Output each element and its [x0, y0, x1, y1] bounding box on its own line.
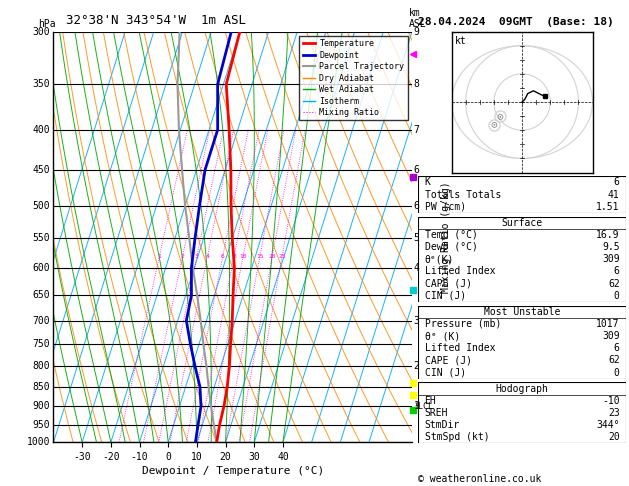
Text: 2: 2	[414, 361, 420, 371]
Text: 28.04.2024  09GMT  (Base: 18): 28.04.2024 09GMT (Base: 18)	[418, 17, 614, 27]
Text: Hodograph: Hodograph	[496, 383, 548, 394]
Text: 550: 550	[32, 233, 50, 243]
Text: 6: 6	[614, 177, 620, 188]
Text: 950: 950	[32, 420, 50, 430]
Text: PW (cm): PW (cm)	[425, 202, 465, 212]
Text: 25: 25	[278, 254, 286, 259]
Text: 62: 62	[608, 278, 620, 289]
Text: Dewp (°C): Dewp (°C)	[425, 242, 477, 252]
Text: ⊙: ⊙	[491, 120, 498, 130]
Text: Lifted Index: Lifted Index	[425, 266, 495, 277]
Text: 20: 20	[608, 432, 620, 442]
Text: θᵉ (K): θᵉ (K)	[425, 331, 460, 341]
Text: SREH: SREH	[425, 408, 448, 418]
Text: 400: 400	[32, 125, 50, 135]
Text: 450: 450	[32, 165, 50, 175]
Text: Most Unstable: Most Unstable	[484, 307, 560, 317]
Text: CIN (J): CIN (J)	[425, 367, 465, 378]
Text: ¹LCL: ¹LCL	[414, 402, 434, 411]
Text: 6: 6	[614, 266, 620, 277]
Text: Totals Totals: Totals Totals	[425, 190, 501, 200]
Text: 1000: 1000	[26, 437, 50, 447]
Text: 4: 4	[206, 254, 209, 259]
Text: 7: 7	[414, 125, 420, 135]
Text: 900: 900	[32, 401, 50, 411]
Text: 16.9: 16.9	[596, 230, 620, 240]
Text: 15: 15	[256, 254, 264, 259]
Text: -10: -10	[602, 396, 620, 406]
Text: CAPE (J): CAPE (J)	[425, 278, 472, 289]
Text: ⊙: ⊙	[496, 111, 503, 121]
Text: CAPE (J): CAPE (J)	[425, 355, 472, 365]
Text: 6: 6	[414, 165, 420, 175]
Text: 23: 23	[608, 408, 620, 418]
Text: 10: 10	[239, 254, 247, 259]
Text: 3: 3	[195, 254, 199, 259]
Text: 1: 1	[414, 401, 420, 411]
Text: 41: 41	[608, 190, 620, 200]
Text: CIN (J): CIN (J)	[425, 291, 465, 301]
Legend: Temperature, Dewpoint, Parcel Trajectory, Dry Adiabat, Wet Adiabat, Isotherm, Mi: Temperature, Dewpoint, Parcel Trajectory…	[299, 36, 408, 121]
Text: 6: 6	[414, 201, 420, 211]
Text: km
ASL: km ASL	[409, 8, 426, 29]
Text: 6: 6	[221, 254, 225, 259]
Text: 2: 2	[181, 254, 184, 259]
Text: 6: 6	[614, 343, 620, 353]
Text: 600: 600	[32, 263, 50, 273]
Text: 1017: 1017	[596, 319, 620, 329]
Text: 500: 500	[32, 201, 50, 211]
Text: 8: 8	[414, 79, 420, 89]
Text: 1: 1	[157, 254, 161, 259]
Text: 9: 9	[414, 27, 420, 36]
Text: 344°: 344°	[596, 420, 620, 430]
X-axis label: Dewpoint / Temperature (°C): Dewpoint / Temperature (°C)	[142, 466, 324, 476]
Text: Surface: Surface	[501, 218, 543, 228]
Text: EH: EH	[425, 396, 437, 406]
Text: 309: 309	[602, 254, 620, 264]
Text: 5: 5	[414, 233, 420, 243]
Text: 350: 350	[32, 79, 50, 89]
Text: 1.51: 1.51	[596, 202, 620, 212]
Text: Temp (°C): Temp (°C)	[425, 230, 477, 240]
Text: StmSpd (kt): StmSpd (kt)	[425, 432, 489, 442]
Text: 4: 4	[414, 263, 420, 273]
Text: 0: 0	[614, 367, 620, 378]
Text: kt: kt	[454, 36, 466, 46]
Text: K: K	[425, 177, 430, 188]
Text: 32°38'N 343°54'W  1m ASL: 32°38'N 343°54'W 1m ASL	[66, 14, 246, 27]
Text: 750: 750	[32, 339, 50, 349]
Text: 62: 62	[608, 355, 620, 365]
Text: 20: 20	[269, 254, 276, 259]
Text: hPa: hPa	[38, 19, 55, 29]
Text: 300: 300	[32, 27, 50, 36]
Text: Lifted Index: Lifted Index	[425, 343, 495, 353]
Text: StmDir: StmDir	[425, 420, 460, 430]
Text: θᵉ(K): θᵉ(K)	[425, 254, 454, 264]
Text: 700: 700	[32, 315, 50, 326]
Text: 800: 800	[32, 361, 50, 371]
Text: Mixing Ratio (g/kg): Mixing Ratio (g/kg)	[441, 181, 450, 293]
Text: 8: 8	[232, 254, 236, 259]
Text: 650: 650	[32, 290, 50, 300]
Text: 309: 309	[602, 331, 620, 341]
Text: 850: 850	[32, 382, 50, 392]
Text: © weatheronline.co.uk: © weatheronline.co.uk	[418, 473, 542, 484]
Text: 3: 3	[414, 315, 420, 326]
Text: 0: 0	[614, 291, 620, 301]
Text: Pressure (mb): Pressure (mb)	[425, 319, 501, 329]
Text: 9.5: 9.5	[602, 242, 620, 252]
